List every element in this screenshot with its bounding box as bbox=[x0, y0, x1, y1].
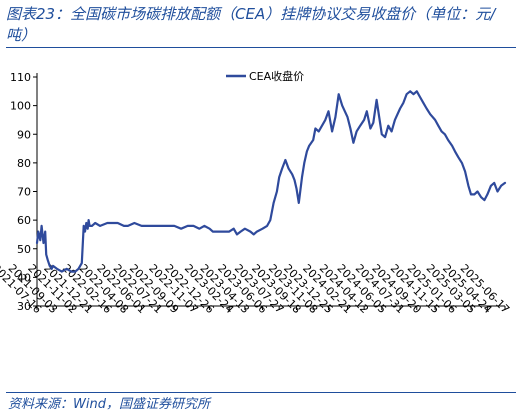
y-tick-label: 90 bbox=[17, 128, 31, 141]
y-tick-label: 50 bbox=[17, 243, 31, 256]
y-axis: 30 40 50 60 70 80 90 100 110 bbox=[10, 71, 38, 313]
y-tick-label: 100 bbox=[10, 100, 31, 113]
bottom-divider bbox=[6, 392, 516, 393]
y-tick-label: 70 bbox=[17, 186, 31, 199]
source-note: 资料来源：Wind，国盛证券研究所 bbox=[8, 397, 210, 412]
figure-title: 图表23：全国碳市场碳排放配额（CEA）挂牌协议交易收盘价（单位：元/吨） bbox=[6, 5, 496, 44]
y-tick-label: 60 bbox=[17, 214, 31, 227]
y-tick-label: 110 bbox=[10, 71, 31, 84]
y-tick-label: 40 bbox=[17, 271, 31, 284]
legend: CEA收盘价 bbox=[226, 69, 304, 83]
y-tick-label: 80 bbox=[17, 157, 31, 170]
plot-area bbox=[35, 90, 507, 273]
legend-label: CEA收盘价 bbox=[249, 69, 304, 83]
y-tick-label: 30 bbox=[17, 300, 31, 313]
series-line-cea bbox=[35, 90, 507, 273]
top-divider bbox=[6, 47, 516, 48]
